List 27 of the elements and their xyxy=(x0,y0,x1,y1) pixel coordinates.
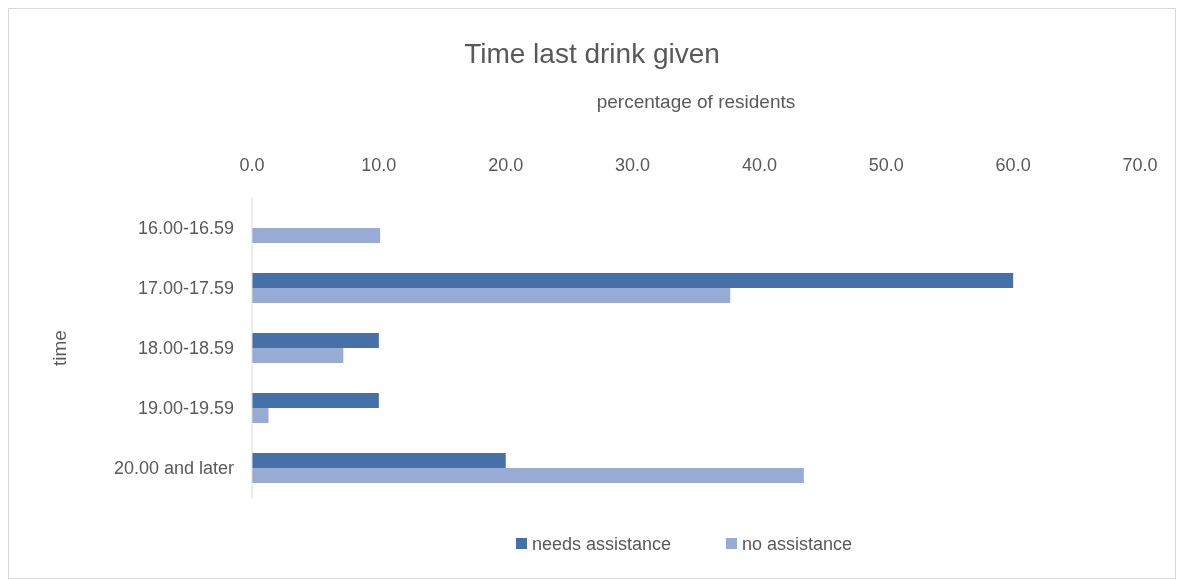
x-tick-label: 70.0 xyxy=(1122,155,1158,175)
bar xyxy=(252,228,381,243)
chart-title: Time last drink given xyxy=(464,38,720,69)
x-axis-title: percentage of residents xyxy=(596,91,796,112)
bar xyxy=(252,393,379,408)
y-tick-label: 19.00-19.59 xyxy=(137,398,234,418)
bar xyxy=(252,333,379,348)
bar xyxy=(252,288,731,303)
y-tick-label: 18.00-18.59 xyxy=(137,338,234,358)
x-tick-label: 30.0 xyxy=(615,155,651,175)
x-tick-label: 40.0 xyxy=(741,155,777,175)
y-tick-label: 20.00 and later xyxy=(113,458,235,478)
y-axis-title: time xyxy=(49,330,70,366)
x-tick-label: 20.0 xyxy=(488,155,524,175)
bar xyxy=(252,348,344,363)
legend-label: no assistance xyxy=(742,534,853,554)
bar xyxy=(252,273,1014,288)
bar xyxy=(252,468,804,483)
legend-label: needs assistance xyxy=(532,534,672,554)
x-tick-label: 0.0 xyxy=(239,155,265,175)
bar xyxy=(252,408,269,423)
x-tick-label: 10.0 xyxy=(361,155,397,175)
x-tick-label: 50.0 xyxy=(868,155,904,175)
y-tick-label: 16.00-16.59 xyxy=(137,218,234,238)
x-tick-label: 60.0 xyxy=(995,155,1031,175)
bar xyxy=(252,453,506,468)
y-tick-label: 17.00-17.59 xyxy=(137,278,234,298)
